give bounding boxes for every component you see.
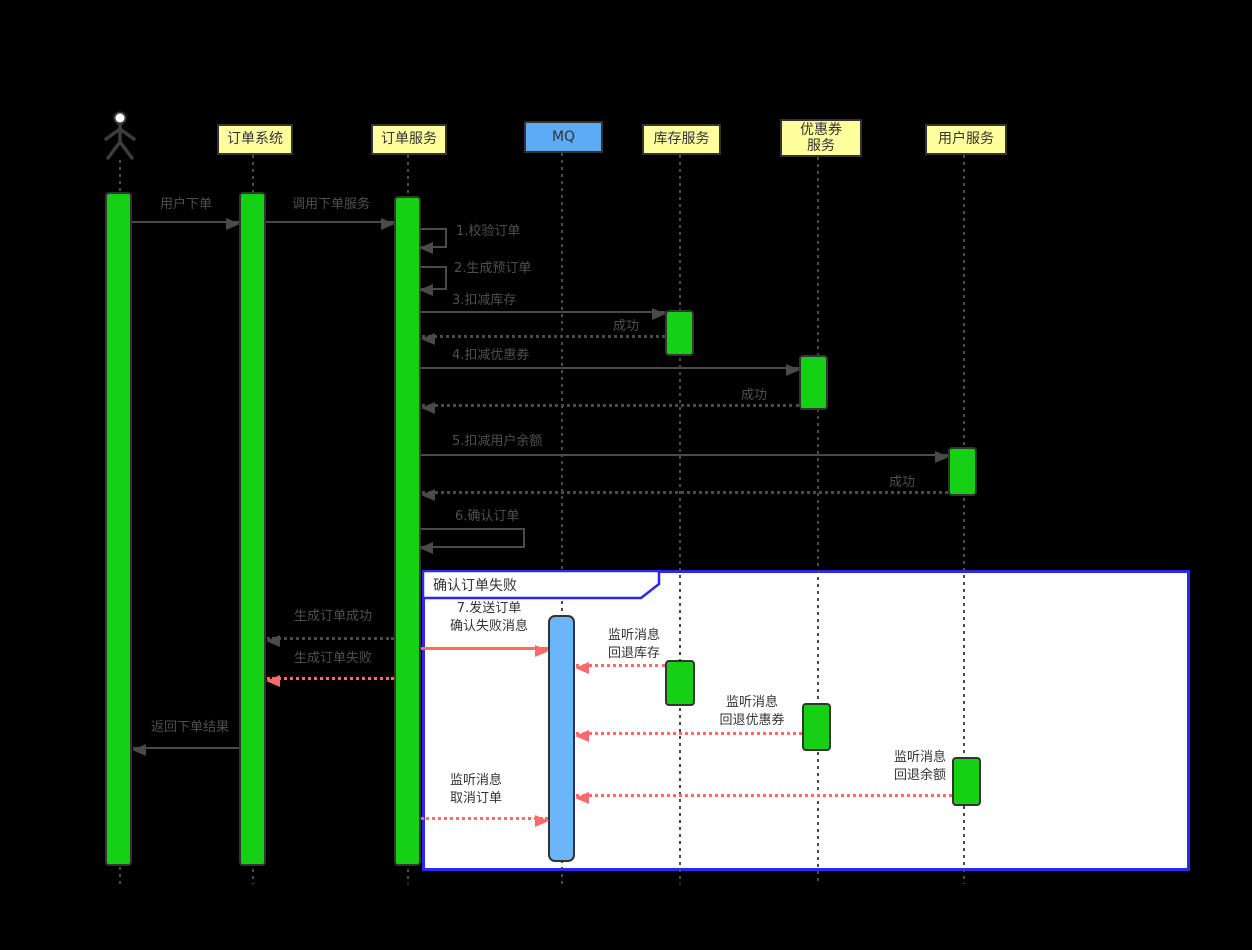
fragment-label-shape [422,570,661,600]
message-label-listen-balance: 监听消息 回退余额 [893,750,946,783]
lifeline-coupon [817,157,819,884]
message-label-call-service: 调用下单服务 [291,197,370,212]
lifeline-mq [561,153,563,884]
arrowhead-icon [421,402,435,414]
arrowhead-icon [575,730,589,742]
arrowhead-icon [652,308,666,320]
participant-head-coupon: 优惠券 服务 [780,119,862,157]
arrowhead-icon [421,489,435,501]
actor-icon [104,111,136,160]
participant-head-inventory: 库存服务 [642,124,721,155]
message-label-listen-inventory: 监听消息 回退库存 [607,628,660,661]
reply-arrow-inventory-success [421,333,665,345]
self-message-validate-order [419,228,447,254]
participant-head-order-system: 订单系统 [217,124,293,155]
message-label-success-1: 成功 [612,319,639,334]
message-label-m3: 3.扣减库存 [452,293,517,308]
activation-user [105,192,132,866]
participant-head-order-service: 订单服务 [371,124,447,155]
message-label-gen-fail: 生成订单失败 [293,651,372,666]
activation-mq [548,615,575,862]
arrowhead-icon [381,218,395,230]
arrowhead-icon [419,284,433,296]
message-label-listen-coupon: 监听消息 回退优惠券 [719,695,785,728]
message-arrow-deduct-inventory [421,308,666,320]
lifeline-user-service [963,155,965,884]
message-label-gen-success: 生成订单成功 [293,609,372,624]
message-label-success-3: 成功 [888,475,915,490]
self-message-pre-order [419,266,447,296]
message-arrow-deduct-balance [421,451,949,463]
reply-arrow-balance-success [421,489,948,501]
activation-coupon-1 [799,355,828,410]
arrowhead-icon [226,218,240,230]
arrowhead-icon [786,364,800,376]
message-arrow-call-service [266,218,395,230]
message-arrow-listen-cancel [421,815,549,827]
arrowhead-icon [419,542,433,554]
lifeline-inventory [679,155,681,884]
activation-inventory-2 [665,660,695,706]
participant-head-user-service: 用户服务 [925,124,1007,155]
message-label-return-result: 返回下单结果 [150,720,229,735]
reply-arrow-gen-success [266,635,394,647]
participant-head-mq: MQ [524,121,603,153]
activation-user-service-2 [952,757,981,806]
arrowhead-icon [266,635,280,647]
arrowhead-icon [575,792,589,804]
reply-arrow-coupon-success [421,402,799,414]
message-arrow-listen-coupon [575,730,802,742]
arrowhead-icon [266,675,280,687]
message-label-m6: 6.确认订单 [455,509,520,524]
activation-coupon-2 [802,703,831,751]
message-arrow-listen-inventory [575,662,665,674]
message-label-m1: 1.校验订单 [456,224,521,239]
message-arrow-return-result [132,744,239,756]
message-label-m2: 2.生成预订单 [454,261,532,276]
arrowhead-icon [421,333,435,345]
arrowhead-icon [419,242,433,254]
arrowhead-icon [535,815,549,827]
fragment-label: 确认订单失败 [433,578,517,594]
arrowhead-icon [132,744,146,756]
arrowhead-icon [935,451,949,463]
message-arrow-send-fail-msg [421,645,549,657]
message-label-m4: 4.扣减优惠券 [452,348,530,363]
activation-inventory-1 [665,310,694,356]
message-label-place-order: 用户下单 [159,197,212,212]
message-arrow-place-order [132,218,240,230]
message-label-m7: 7.发送订单 确认失败消息 [449,601,528,634]
activation-user-service-1 [948,447,977,496]
message-arrow-deduct-coupon [421,364,800,376]
message-label-listen-cancel: 监听消息 取消订单 [449,773,502,806]
arrowhead-icon [535,645,549,657]
activation-order-system [239,192,266,866]
message-label-m5: 5.扣减用户余额 [452,434,543,449]
message-label-success-2: 成功 [740,388,767,403]
message-arrow-listen-balance [575,792,952,804]
arrowhead-icon [575,662,589,674]
reply-arrow-gen-fail [266,675,394,687]
self-message-confirm-order [419,528,525,554]
activation-order-service [394,196,421,866]
